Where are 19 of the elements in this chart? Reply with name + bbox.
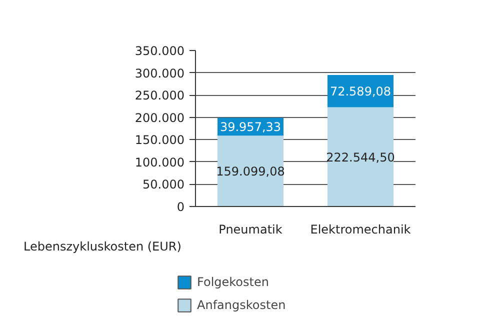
y-tick-label: 0 <box>176 200 185 214</box>
y-tick-label: 300.000 <box>134 66 184 80</box>
y-tick-label: 350.000 <box>134 44 184 58</box>
data-label: 72.589,08 <box>330 84 392 99</box>
y-tick-label: 200.000 <box>134 110 184 125</box>
y-tick-label: 100.000 <box>134 155 184 170</box>
x-tick-label: Elektromechanik <box>310 222 411 236</box>
data-label: 39.957,33 <box>220 120 282 134</box>
x-tick-label: Pneumatik <box>218 222 282 236</box>
y-tick-label: 150.000 <box>134 133 184 148</box>
x-axis-title: Lebenszykluskosten (EUR) <box>24 240 182 254</box>
data-label: 159.099,08 <box>216 164 285 179</box>
data-label: 222.544,50 <box>326 150 395 164</box>
bar <box>218 136 284 206</box>
y-tick-label: 250.000 <box>134 88 184 103</box>
legend-label: Anfangskosten <box>197 298 286 312</box>
bar <box>328 107 394 206</box>
legend-label: Folgekosten <box>197 275 269 289</box>
y-tick-label: 50.000 <box>142 178 185 192</box>
